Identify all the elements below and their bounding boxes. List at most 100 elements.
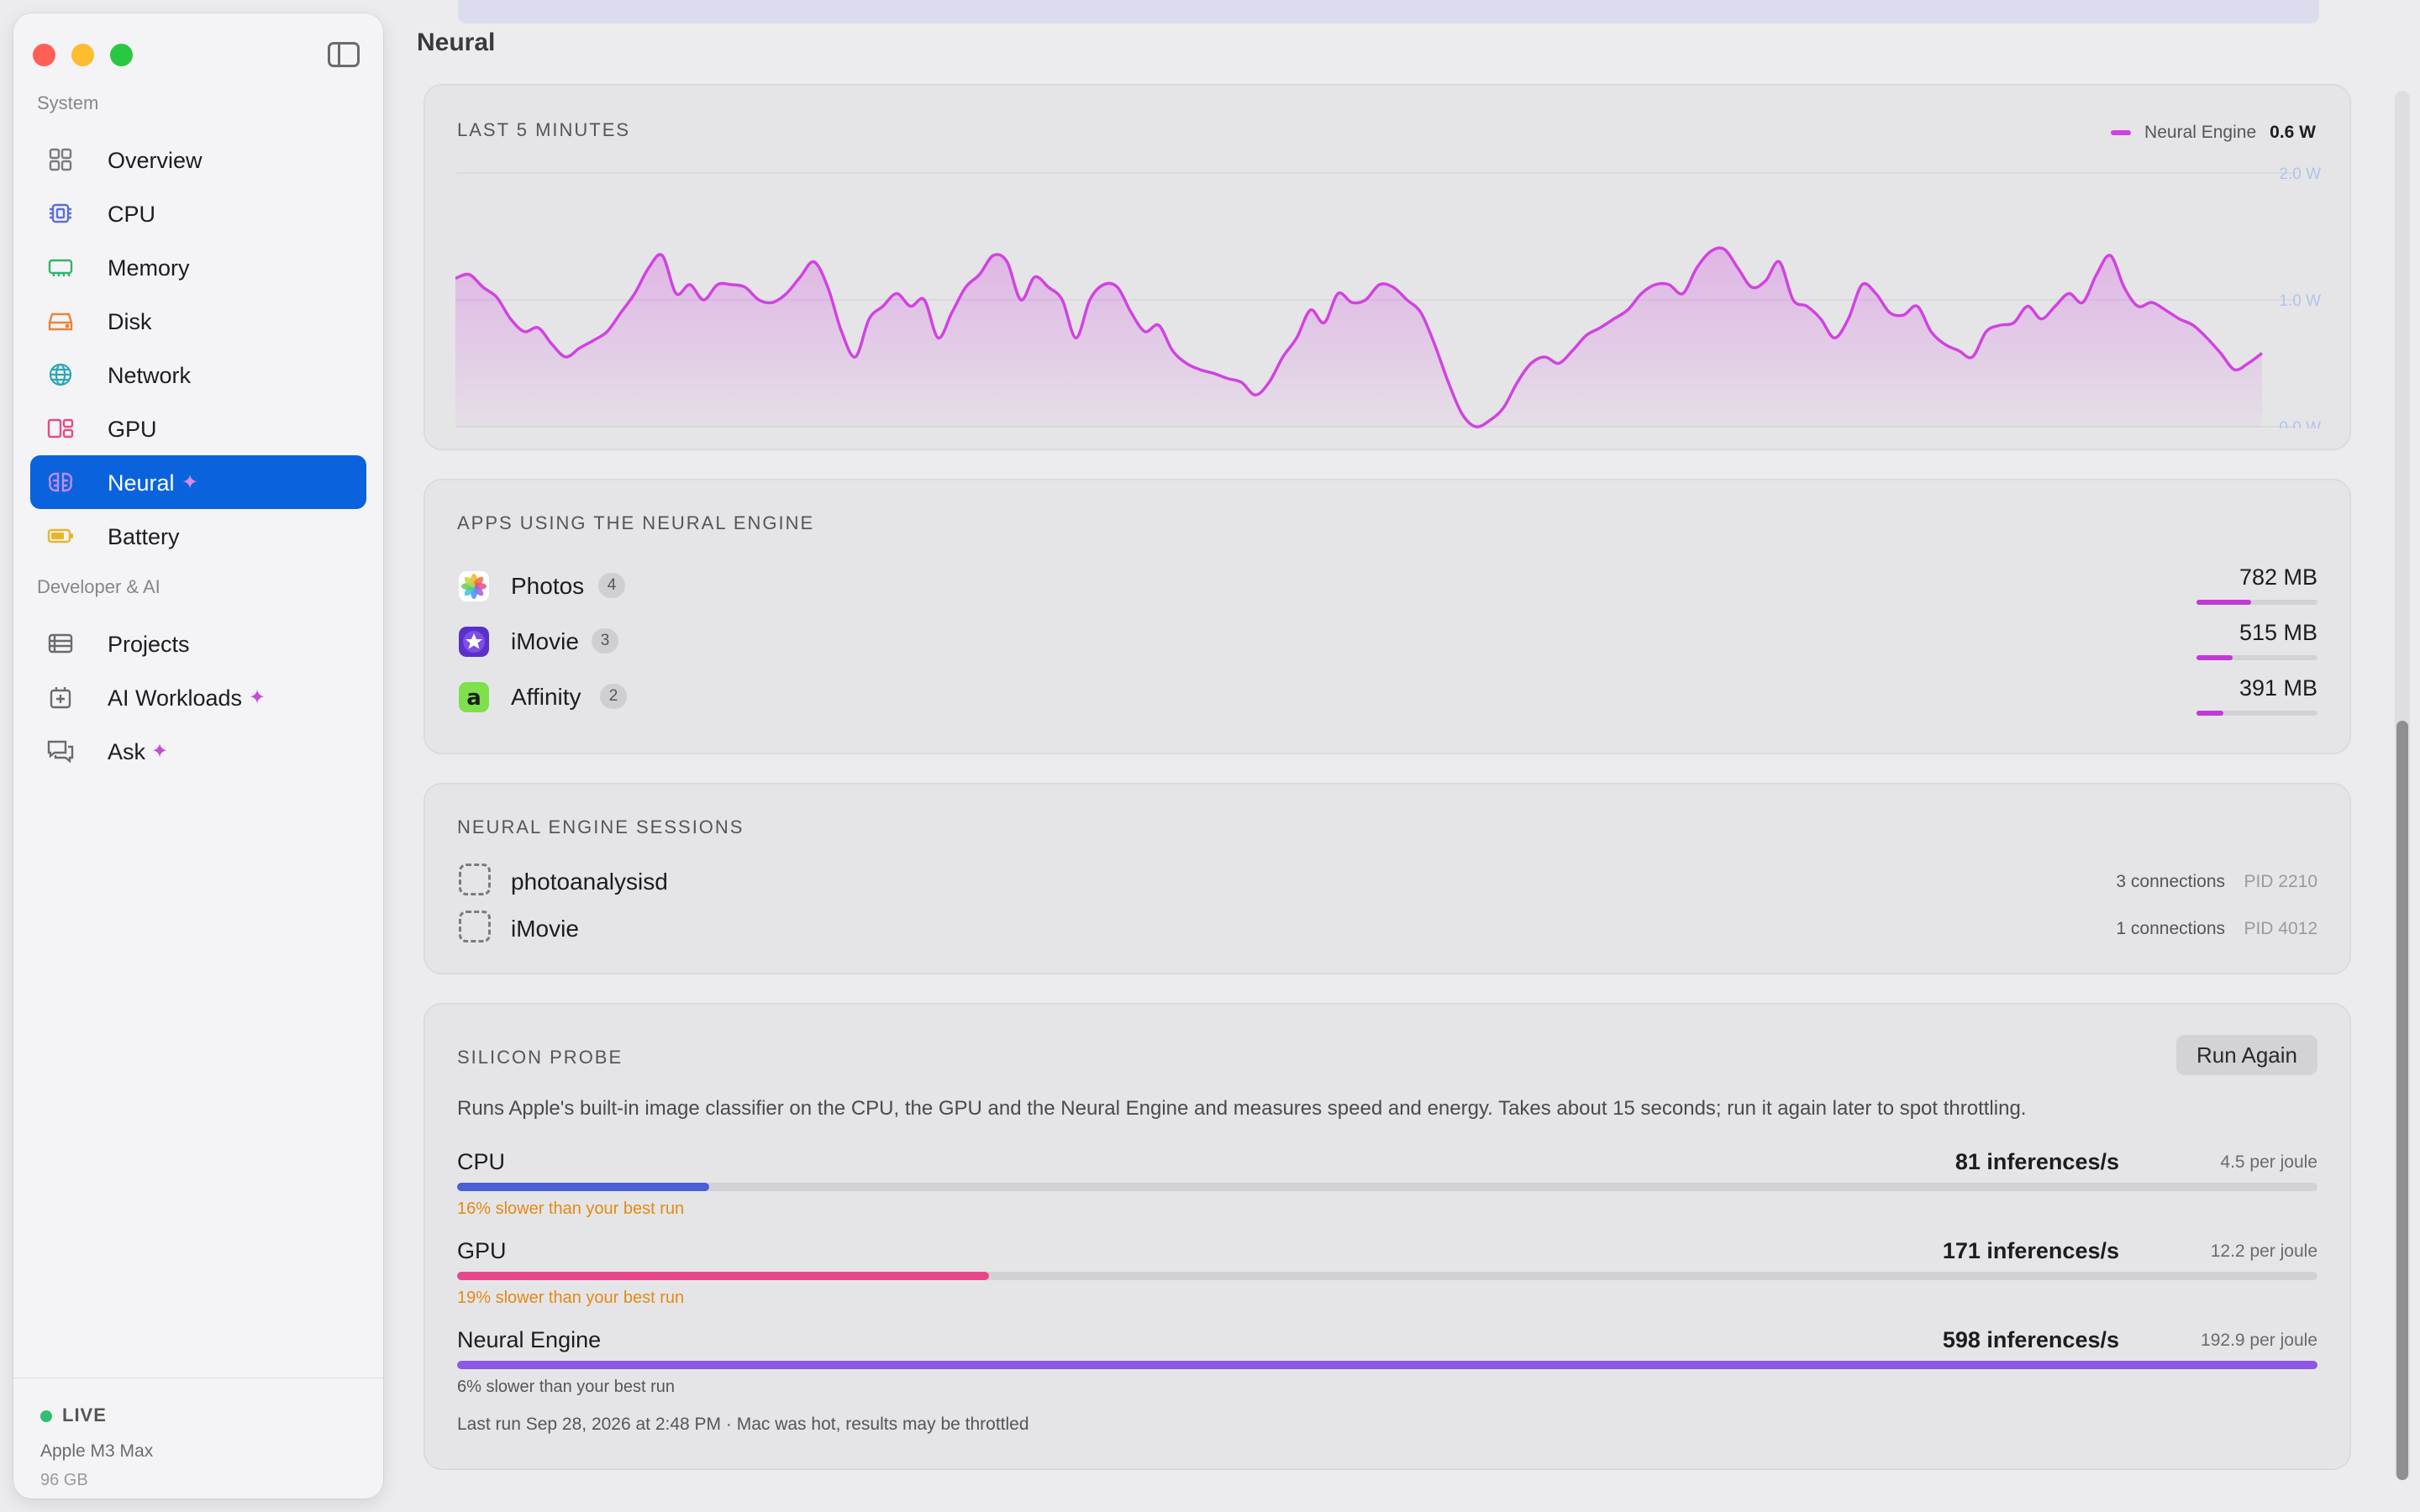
session-count-badge: 4 xyxy=(598,573,625,598)
memory-bar xyxy=(2196,600,2317,605)
legend-swatch xyxy=(2111,130,2132,135)
probe-label: Neural Engine xyxy=(457,1327,602,1352)
probe-label: GPU xyxy=(457,1238,507,1263)
list-item[interactable]: Photos 4 782 MB xyxy=(457,564,2317,606)
list-item[interactable]: a Affinity 2 391 MB xyxy=(457,675,2317,717)
memory-icon xyxy=(48,259,73,276)
process-placeholder-icon xyxy=(459,911,491,942)
probe-bar xyxy=(457,1183,2317,1191)
memory-size: 96 GB xyxy=(40,1471,88,1489)
session-connections: 1 connections xyxy=(2116,919,2225,938)
probe-rate: 171 inferences/s xyxy=(1942,1238,2119,1263)
photos-app-icon xyxy=(459,571,489,601)
live-status-label: LIVE xyxy=(62,1404,107,1425)
minimize-window-button[interactable] xyxy=(71,44,94,66)
probe-title: SILICON PROBE xyxy=(457,1047,623,1068)
sidebar-item-overview[interactable]: Overview xyxy=(30,133,366,186)
sidebar-item-label: AI Workloads xyxy=(108,685,243,711)
probe-label: CPU xyxy=(457,1149,506,1174)
list-item[interactable]: iMovie 3 515 MB xyxy=(457,620,2317,662)
sidebar-toggle-icon[interactable] xyxy=(328,42,360,67)
session-row[interactable]: iMovie 1 connections PID 4012 xyxy=(457,909,2317,946)
neural-engine-line xyxy=(455,246,2264,428)
probe-rate: 81 inferences/s xyxy=(1954,1149,2119,1174)
session-connections: 3 connections xyxy=(2116,872,2225,891)
chart-legend: Neural Engine 0.6 W xyxy=(2111,123,2316,143)
chat-icon xyxy=(47,740,74,763)
chart-title: LAST 5 MINUTES xyxy=(457,119,631,140)
section-label-developer: Developer & AI xyxy=(37,576,160,597)
projects-icon xyxy=(48,633,73,654)
y-tick-label: 1.0 W xyxy=(2279,292,2321,310)
sidebar-item-memory[interactable]: Memory xyxy=(30,240,366,294)
sidebar-item-cpu[interactable]: CPU xyxy=(30,186,366,240)
ai-workloads-icon xyxy=(50,687,71,709)
sidebar-item-projects[interactable]: Projects xyxy=(30,617,366,670)
sidebar-item-battery[interactable]: Battery xyxy=(30,509,366,563)
probe-efficiency: 192.9 per joule xyxy=(2201,1331,2317,1350)
battery-icon xyxy=(47,528,73,543)
sidebar-item-label: Projects xyxy=(108,632,190,657)
session-count-badge: 2 xyxy=(600,684,627,709)
sessions-title: NEURAL ENGINE SESSIONS xyxy=(457,816,744,837)
neural-engine-area xyxy=(455,248,2262,428)
power-chart: 2.0 W 1.0 W 0.0 W xyxy=(455,165,2321,428)
sidebar-item-label: CPU xyxy=(108,202,156,227)
svg-text:a: a xyxy=(466,685,481,711)
app-memory: 515 MB xyxy=(2238,620,2317,645)
probe-bar-fill xyxy=(457,1272,990,1280)
disk-icon xyxy=(48,312,73,331)
legend-value: 0.6 W xyxy=(2270,123,2316,142)
live-status-dot xyxy=(40,1410,52,1422)
memory-bar-fill xyxy=(2196,655,2233,660)
app-name: iMovie xyxy=(511,628,579,654)
sidebar-item-label: Battery xyxy=(108,524,180,549)
scrollbar-thumb[interactable] xyxy=(2396,721,2408,1480)
silicon-probe-card: SILICON PROBE Run Again Runs Apple's bui… xyxy=(424,1003,2351,1470)
sidebar-item-ask[interactable]: Ask ✦ xyxy=(30,724,366,778)
section-label-system: System xyxy=(37,92,99,113)
sidebar-item-ai-workloads[interactable]: AI Workloads ✦ xyxy=(30,670,366,724)
sparkle-icon: ✦ xyxy=(182,471,199,494)
probe-note: 6% slower than your best run xyxy=(457,1378,676,1396)
probe-rate: 598 inferences/s xyxy=(1942,1327,2119,1352)
grid-icon xyxy=(49,148,72,171)
sparkle-icon: ✦ xyxy=(249,686,266,709)
sidebar-item-gpu[interactable]: GPU xyxy=(30,402,366,455)
gpu-icon xyxy=(47,418,74,438)
probe-efficiency: 12.2 per joule xyxy=(2210,1242,2317,1261)
session-name: iMovie xyxy=(511,916,579,942)
zoom-window-button[interactable] xyxy=(110,44,133,66)
process-placeholder-icon xyxy=(459,864,491,895)
page-title: Neural xyxy=(417,29,496,56)
chip-name: Apple M3 Max xyxy=(40,1441,154,1461)
probe-footer: Last run Sep 28, 2026 at 2:48 PM · Mac w… xyxy=(457,1415,1029,1434)
app-name: Photos xyxy=(511,573,585,599)
close-window-button[interactable] xyxy=(33,44,55,66)
sidebar-item-neural[interactable]: Neural ✦ xyxy=(30,455,366,509)
session-count-badge: 3 xyxy=(592,628,618,654)
cpu-chip-icon xyxy=(50,203,71,223)
probe-note: 16% slower than your best run xyxy=(457,1200,685,1218)
run-again-button[interactable]: Run Again xyxy=(2176,1035,2317,1075)
apps-title: APPS USING THE NEURAL ENGINE xyxy=(457,512,815,533)
sparkle-icon: ✦ xyxy=(151,740,169,763)
sidebar-item-network[interactable]: Network xyxy=(30,348,366,402)
memory-bar-fill xyxy=(2196,711,2223,716)
memory-bar-fill xyxy=(2196,600,2251,605)
apps-card: APPS USING THE NEURAL ENGINE Photos 4 78… xyxy=(424,479,2351,754)
session-name: photoanalysisd xyxy=(511,869,668,895)
sidebar-item-label: Overview xyxy=(108,148,203,173)
probe-bar xyxy=(457,1272,2317,1280)
sidebar-item-label: Neural xyxy=(108,470,175,496)
sidebar-item-disk[interactable]: Disk xyxy=(30,294,366,348)
probe-note: 19% slower than your best run xyxy=(457,1289,685,1307)
session-row[interactable]: photoanalysisd 3 connections PID 2210 xyxy=(457,862,2317,899)
sidebar-item-label: Disk xyxy=(108,309,152,334)
probe-row-gpu: GPU 171 inferences/s 12.2 per joule 19% … xyxy=(457,1238,2317,1314)
affinity-app-icon: a xyxy=(459,682,489,712)
brain-icon xyxy=(48,472,73,492)
legend-label: Neural Engine xyxy=(2144,123,2257,142)
app-memory: 782 MB xyxy=(2238,564,2317,590)
probe-row-neural-engine: Neural Engine 598 inferences/s 192.9 per… xyxy=(457,1327,2317,1403)
